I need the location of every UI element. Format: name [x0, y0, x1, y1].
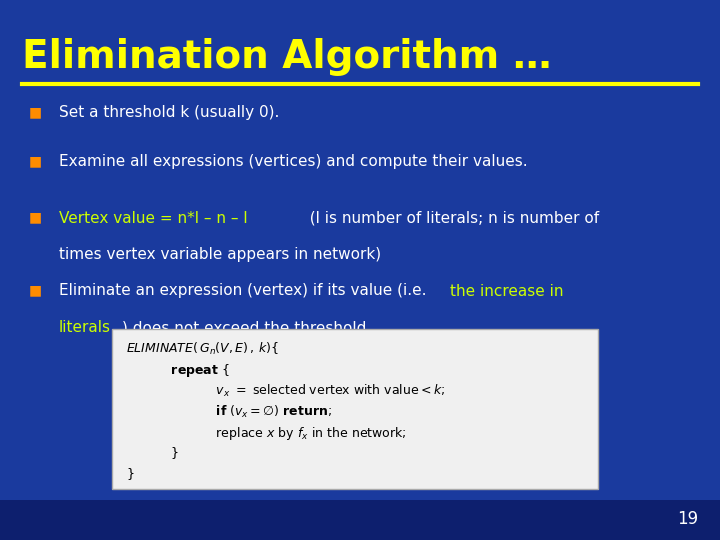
Text: ■: ■: [29, 105, 42, 119]
Text: $\mathbf{if}\ (v_x = \emptyset)\ \mathbf{return};$: $\mathbf{if}\ (v_x = \emptyset)\ \mathbf…: [184, 404, 331, 420]
Text: $\mathrm{replace}\ x\ \mathrm{by}\ f_x\ \mathrm{in\ the\ network};$: $\mathrm{replace}\ x\ \mathrm{by}\ f_x\ …: [184, 424, 406, 442]
Text: $v_x\ =\ \mathrm{selected\ vertex\ with\ value} < k;$: $v_x\ =\ \mathrm{selected\ vertex\ with\…: [184, 383, 445, 399]
Text: ■: ■: [29, 211, 42, 225]
Text: ■: ■: [29, 154, 42, 168]
Text: literals: literals: [59, 320, 111, 335]
Text: times vertex variable appears in network): times vertex variable appears in network…: [59, 247, 381, 262]
Text: $\mathit{ELIMINATE}(\, G_n(V,E)\, ,\, k)\{$: $\mathit{ELIMINATE}(\, G_n(V,E)\, ,\, k)…: [126, 341, 279, 357]
Text: $\}$: $\}$: [126, 466, 135, 482]
Text: ■: ■: [29, 284, 42, 298]
Text: Eliminate an expression (vertex) if its value (i.e.: Eliminate an expression (vertex) if its …: [59, 284, 431, 299]
Bar: [0, 500, 720, 540]
Text: 19: 19: [678, 510, 698, 529]
Text: Examine all expressions (vertices) and compute their values.: Examine all expressions (vertices) and c…: [59, 154, 528, 169]
Text: the increase in: the increase in: [450, 284, 564, 299]
FancyBboxPatch shape: [112, 329, 598, 489]
Text: ) does not exceed the threshold.: ) does not exceed the threshold.: [122, 320, 372, 335]
Text: Set a threshold k (usually 0).: Set a threshold k (usually 0).: [59, 105, 279, 120]
Text: Elimination Algorithm …: Elimination Algorithm …: [22, 38, 552, 76]
Text: $\mathbf{repeat}\ \{$: $\mathbf{repeat}\ \{$: [155, 362, 230, 379]
Text: $\}$: $\}$: [155, 446, 179, 461]
Text: (l is number of literals; n is number of: (l is number of literals; n is number of: [300, 211, 599, 226]
Text: Vertex value = n*l – n – l: Vertex value = n*l – n – l: [59, 211, 248, 226]
